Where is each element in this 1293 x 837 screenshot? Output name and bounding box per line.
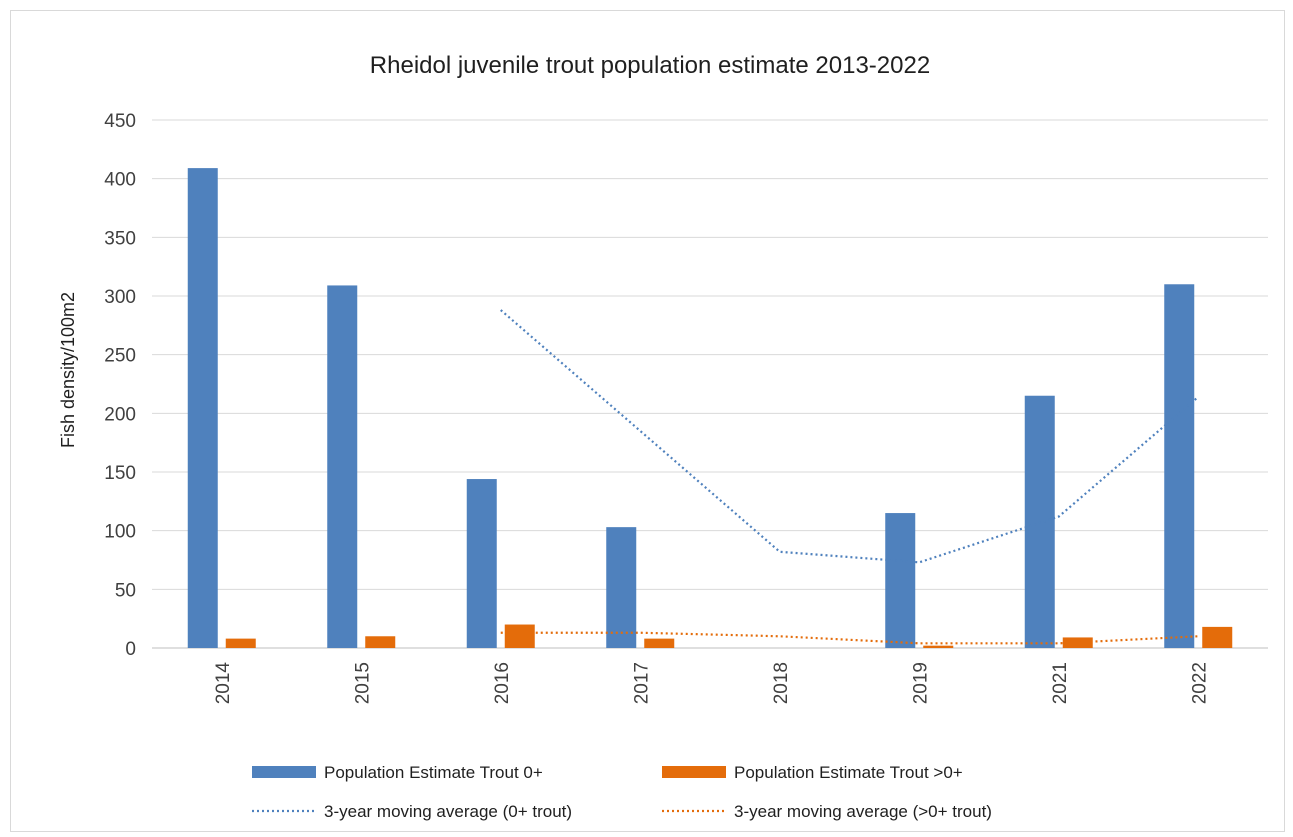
- y-tick-label: 450: [104, 111, 136, 132]
- legend-swatch: [662, 766, 726, 778]
- chart-title: Rheidol juvenile trout population estima…: [370, 52, 930, 79]
- bar: [327, 285, 358, 648]
- x-tick-label: 2018: [771, 662, 792, 704]
- y-tick-label: 250: [104, 346, 136, 367]
- legend-swatch: [252, 766, 316, 778]
- legend-label: Population Estimate Trout 0+: [324, 763, 543, 782]
- y-tick-label: 100: [104, 522, 136, 543]
- bar: [923, 645, 954, 648]
- x-tick-label: 2016: [492, 662, 513, 704]
- bar: [225, 638, 256, 648]
- x-tick-label: 2015: [352, 662, 373, 704]
- bars: [187, 168, 1233, 648]
- legend-label: Population Estimate Trout >0+: [734, 763, 963, 782]
- bar: [365, 636, 396, 648]
- y-axis-label: Fish density/100m2: [58, 292, 78, 448]
- bar: [1164, 284, 1195, 648]
- bar: [466, 479, 497, 648]
- moving-average-line: [500, 309, 1199, 564]
- y-tick-labels: 0 50 100 150 200 250 300 350 400 450: [104, 111, 136, 660]
- moving-average-lines: [500, 309, 1199, 645]
- y-tick-label: 0: [125, 639, 136, 660]
- bar: [606, 527, 637, 648]
- x-tick-label: 2021: [1050, 662, 1071, 704]
- bar: [885, 513, 916, 648]
- bar: [1202, 626, 1233, 648]
- y-tick-label: 300: [104, 287, 136, 308]
- legend: Population Estimate Trout 0+ Population E…: [252, 763, 992, 821]
- x-tick-label: 2019: [910, 662, 931, 704]
- bar: [504, 624, 535, 648]
- y-tick-label: 200: [104, 404, 136, 425]
- y-tick-label: 50: [115, 580, 136, 601]
- legend-label: 3-year moving average (0+ trout): [324, 802, 572, 821]
- moving-average-line: [500, 631, 1199, 645]
- x-tick-label: 2017: [631, 662, 652, 704]
- y-tick-label: 350: [104, 228, 136, 249]
- bar: [644, 638, 675, 648]
- x-tick-label: 2022: [1189, 662, 1210, 704]
- legend-label: 3-year moving average (>0+ trout): [734, 802, 992, 821]
- chart-frame: [10, 10, 1285, 832]
- x-tick-label: 2014: [213, 662, 234, 705]
- bar: [187, 168, 218, 648]
- gridlines: [152, 119, 1268, 649]
- y-tick-label: 400: [104, 170, 136, 191]
- y-tick-label: 150: [104, 463, 136, 484]
- bar: [1062, 637, 1093, 648]
- x-tick-labels: 2014 2015 2016 2017 2018 2019 2021 2022: [213, 662, 1211, 705]
